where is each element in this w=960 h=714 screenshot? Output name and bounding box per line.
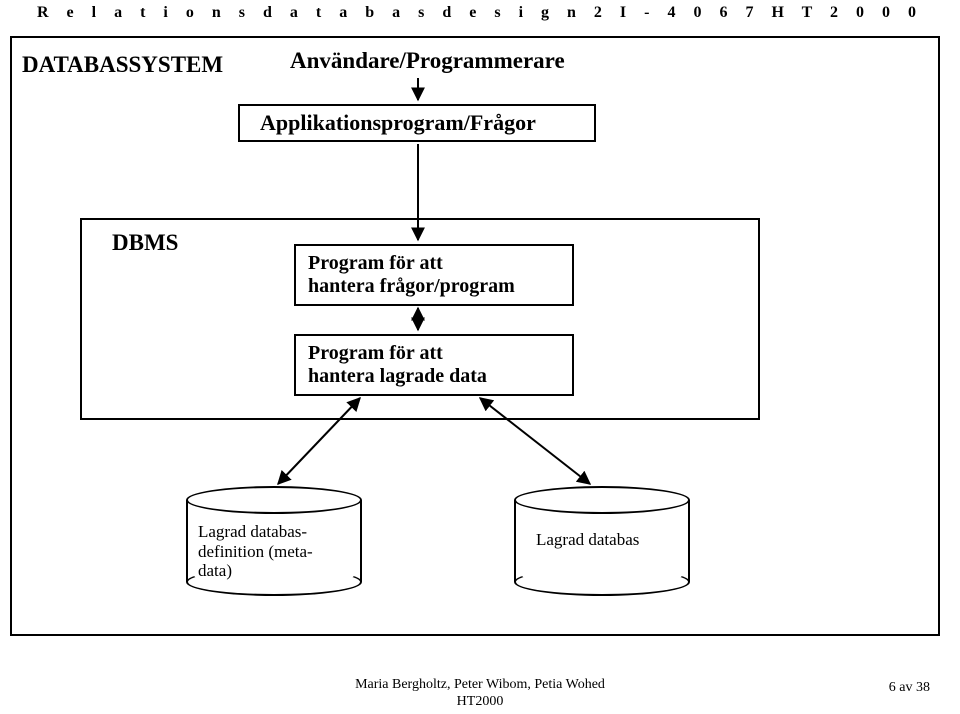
page: R e l a t i o n s d a t a b a s d e s i … <box>0 0 960 714</box>
cylinder-bottom <box>514 568 690 596</box>
footer-course: HT2000 <box>457 694 504 709</box>
footer-center: Maria Bergholtz, Peter Wibom, Petia Wohe… <box>0 677 960 711</box>
applikationsprogram-box: Applikationsprogram/Frågor <box>238 104 596 142</box>
dbms-label: DBMS <box>112 230 178 256</box>
footer-page-number: 6 av 38 <box>889 680 930 696</box>
databassystem-label: DATABASSYSTEM <box>22 52 223 78</box>
prog1-line2: hantera frågor/program <box>308 275 515 297</box>
page-header: R e l a t i o n s d a t a b a s d e s i … <box>0 4 960 22</box>
prog2-line1: Program för att <box>308 342 443 364</box>
anvandare-label: Användare/Programmerare <box>290 48 565 74</box>
applikationsprogram-label: Applikationsprogram/Frågor <box>260 110 536 136</box>
cyl2-line: Lagrad databas <box>536 530 639 549</box>
cylinder-top <box>514 486 690 514</box>
prog1-line1: Program för att <box>308 252 443 274</box>
cylinder-databas-label: Lagrad databas <box>536 530 686 550</box>
program-hantera-fragor-box: Program för att hantera frågor/program <box>294 244 574 306</box>
cyl1-line3: data) <box>198 561 232 580</box>
cyl1-line1: Lagrad databas- <box>198 522 307 541</box>
footer-authors: Maria Bergholtz, Peter Wibom, Petia Wohe… <box>355 677 605 692</box>
program-hantera-data-box: Program för att hantera lagrade data <box>294 334 574 396</box>
cylinder-top <box>186 486 362 514</box>
prog2-line2: hantera lagrade data <box>308 365 487 387</box>
cyl1-line2: definition (meta- <box>198 542 313 561</box>
cylinder-metadata-label: Lagrad databas- definition (meta- data) <box>198 522 358 581</box>
